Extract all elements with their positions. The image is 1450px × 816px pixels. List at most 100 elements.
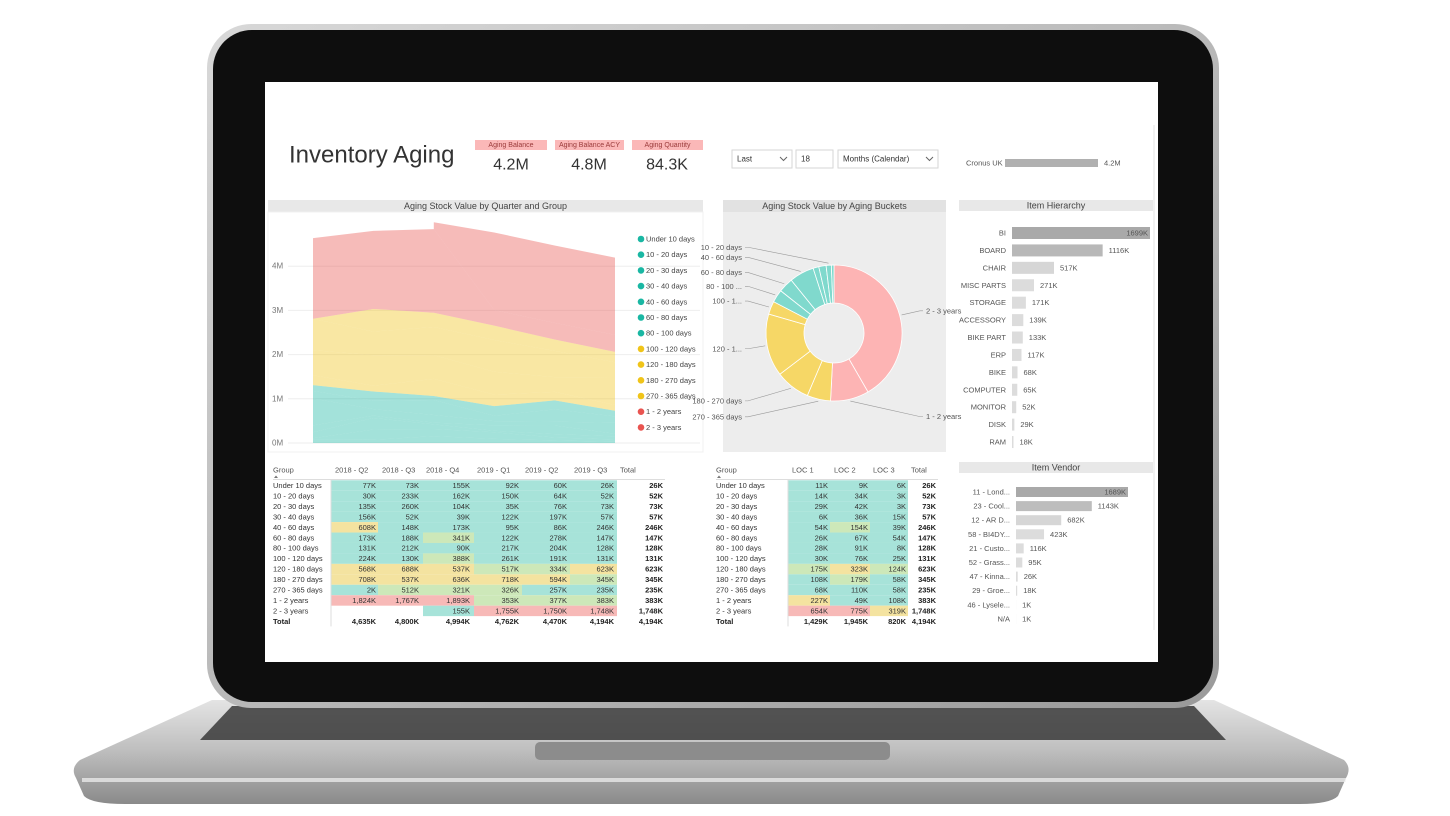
table-cell: 52K xyxy=(649,491,663,500)
table-cell: 568K xyxy=(358,565,376,574)
table-cell: 334K xyxy=(549,565,567,574)
table-cell: 341K xyxy=(452,533,470,542)
bar-category: 21 - Custo... xyxy=(969,544,1010,553)
heat-cell xyxy=(331,522,378,533)
heat-cell xyxy=(788,553,830,564)
bar-category: BI xyxy=(999,229,1006,238)
legend-marker xyxy=(637,392,645,400)
area-series xyxy=(313,428,615,442)
slicer-text: Months (Calendar) xyxy=(843,155,910,164)
table-cell: 233K xyxy=(401,491,419,500)
heat-cell xyxy=(870,563,908,575)
heat-cell xyxy=(870,542,908,554)
table-cell: 345K xyxy=(645,575,664,584)
table-cell: 179K xyxy=(850,575,868,584)
table-cell: 34K xyxy=(855,491,868,500)
table-cell: 64K xyxy=(554,491,567,500)
heat-cell xyxy=(474,532,522,543)
table-cell: 3K xyxy=(897,502,906,511)
row-label: 1 - 2 years xyxy=(716,596,752,605)
heat-cell xyxy=(830,480,870,491)
table-cell: 49K xyxy=(855,596,868,605)
card-label: Aging Quantity xyxy=(645,142,691,149)
bar-category: CHAIR xyxy=(983,263,1007,272)
donut-label: 270 - 365 days xyxy=(692,412,742,421)
bar-value-label: 1143K xyxy=(1098,502,1119,511)
heat-cell xyxy=(331,595,378,606)
table-cell: 57K xyxy=(649,512,663,521)
table-cell: 319K xyxy=(888,606,906,615)
bar-category: 12 - AR D... xyxy=(971,516,1010,525)
row-label: 60 - 80 days xyxy=(716,533,758,542)
area-series xyxy=(313,308,615,363)
table-cell: 188K xyxy=(401,533,419,542)
heat-cell xyxy=(570,490,617,502)
bar xyxy=(1012,348,1022,361)
heat-cell xyxy=(474,563,522,575)
leader-line xyxy=(745,257,801,272)
table-cell: 131K xyxy=(596,554,614,563)
slicer-input[interactable] xyxy=(795,149,834,169)
table-cell: 11K xyxy=(815,481,828,490)
bar xyxy=(1012,418,1015,431)
heat-cell xyxy=(788,574,830,585)
table-cell: 155K xyxy=(452,606,470,615)
row-label: 2 - 3 years xyxy=(716,606,752,615)
heat-cell xyxy=(570,605,617,617)
bar-category: 29 - Groe... xyxy=(972,586,1010,595)
heat-cell xyxy=(788,501,830,512)
column-header: Total xyxy=(911,466,927,475)
heat-cell xyxy=(570,480,617,491)
table-cell: 73K xyxy=(406,481,419,490)
heat-cell xyxy=(870,574,908,585)
table-cell: 57K xyxy=(601,512,614,521)
area-series xyxy=(313,350,615,405)
table-cell: 73K xyxy=(601,502,614,511)
panel-header xyxy=(268,200,703,212)
heat-cell xyxy=(331,511,378,523)
bar-value-label: 271K xyxy=(1040,281,1058,290)
column-header: LOC 2 xyxy=(834,466,856,475)
sort-indicator xyxy=(717,475,721,478)
table-cell: 227K xyxy=(810,596,828,605)
donut-label: 40 - 60 days xyxy=(701,253,743,262)
heat-cell xyxy=(830,501,870,512)
bar-value-label: 139K xyxy=(1029,316,1047,325)
table-cell: 95K xyxy=(506,523,519,532)
heat-cell xyxy=(570,542,617,554)
table-cell: 173K xyxy=(452,523,470,532)
heat-cell xyxy=(423,480,474,491)
area-series xyxy=(313,229,615,352)
panel-frame xyxy=(267,211,704,453)
heat-cell xyxy=(570,522,617,533)
heat-cell xyxy=(378,480,423,491)
bar-category: 46 - Lysele... xyxy=(967,600,1010,609)
table-cell: 54K xyxy=(893,533,906,542)
bar-value-label: 1689K xyxy=(1104,488,1126,497)
table-cell: 73K xyxy=(649,502,663,511)
table-cell: 128K xyxy=(645,544,664,553)
bar-value-label: 4.2M xyxy=(1104,159,1121,168)
legend-marker xyxy=(637,251,645,258)
row-label: 10 - 20 days xyxy=(273,491,315,500)
legend-label: 40 - 60 days xyxy=(646,297,688,306)
heat-cell xyxy=(830,605,870,617)
heat-cell xyxy=(522,501,570,512)
slicer-dropdown[interactable] xyxy=(731,149,793,169)
heat-cell xyxy=(570,574,617,585)
bar-category: RAM xyxy=(989,438,1006,447)
slicer-dropdown[interactable] xyxy=(837,149,939,169)
table-cell: 147K xyxy=(918,533,937,542)
bar xyxy=(1012,401,1017,414)
heat-cell xyxy=(788,605,830,617)
row-label: 270 - 365 days xyxy=(716,586,766,595)
legend-label: Under 10 days xyxy=(646,235,695,244)
heat-cell xyxy=(870,595,908,606)
bar-category: Cronus UK xyxy=(966,159,1003,168)
table-cell: 155K xyxy=(452,481,470,490)
table-cell: 57K xyxy=(922,512,936,521)
table-cell: 246K xyxy=(596,523,614,532)
heat-cell xyxy=(378,501,423,512)
table-cell: 246K xyxy=(918,523,937,532)
table-cell: 58K xyxy=(893,575,906,584)
